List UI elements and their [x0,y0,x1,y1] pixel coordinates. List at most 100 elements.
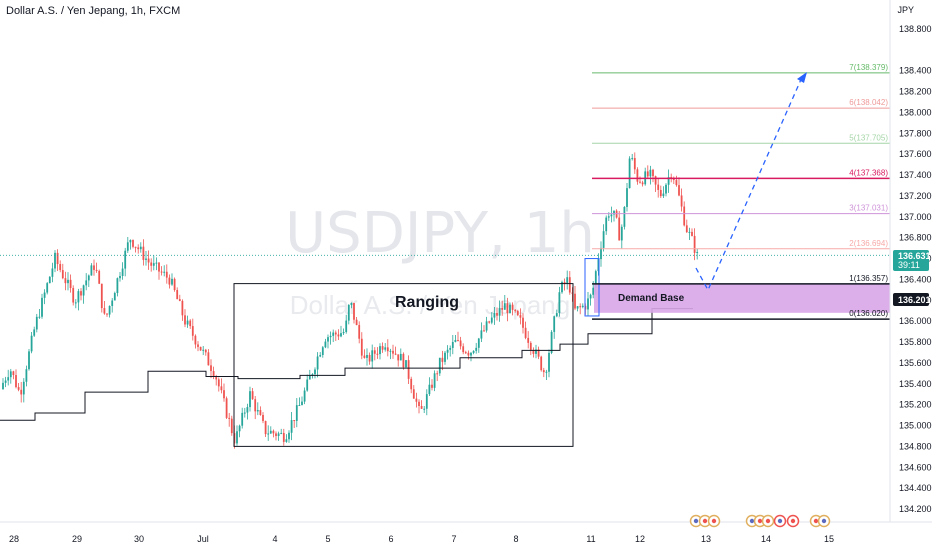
candle-body [379,346,381,355]
x-tick-label: 15 [824,534,834,544]
candle-body [285,439,288,442]
candle-body [256,410,259,412]
candle-body [574,293,576,309]
candle-body [280,432,283,434]
candle-body [405,360,407,368]
candle-body [587,298,589,310]
candle-body [181,300,184,316]
candle-body [496,312,498,316]
time-axis[interactable]: 28 29 30 Jul 4 5 6 7 8 11 12 13 14 15 [9,534,834,544]
candle-body [98,270,101,284]
fib-level-label: 6(138.042) [849,98,888,107]
candle-body [457,339,459,341]
candle-body [649,169,652,177]
candle-body [485,321,488,331]
candle-body [688,231,691,233]
price-axis[interactable]: 138.800 138.400 138.200 138.000 137.800 137.6… [899,24,932,514]
candle-body [462,346,465,353]
candle-body [340,333,342,337]
marker-price-value: 136.201 [898,295,931,305]
candle-body [394,353,397,355]
candle-body [82,285,85,296]
candle-body [680,195,683,207]
candle-body [35,316,38,330]
candle-body [514,309,517,311]
y-tick-label: 137.000 [899,212,932,222]
candle-body [17,387,20,390]
y-tick-label: 138.200 [899,87,932,97]
candle-body [111,300,114,306]
x-tick-label: 29 [72,534,82,544]
candle-body [605,217,608,232]
y-tick-label: 137.200 [899,191,932,201]
candle-body [363,355,366,358]
candle-body [277,433,280,437]
candle-body [223,390,225,399]
candle-body [418,401,420,406]
candle-body [100,283,103,309]
candle-body [129,239,132,243]
ranging-box[interactable] [233,283,574,447]
candle-body [438,357,441,374]
candle-body [532,349,535,354]
projection-arrowhead [797,72,807,83]
candle-body [652,169,654,177]
candle-body [329,335,332,338]
candle-body [342,332,345,334]
candle-body [548,352,550,372]
candle-body [563,281,566,284]
candle-body [210,365,212,372]
candle-body [566,277,569,284]
candle-body [33,329,36,336]
projection-path [695,74,804,292]
candle-body [142,246,145,260]
y-tick-label: 135.800 [899,337,932,347]
flag-icon [765,518,771,524]
candle-body [288,432,290,440]
candle-body [581,305,584,308]
candle-body [178,299,181,301]
candle-body [51,268,54,277]
candle-body [358,325,361,339]
last-price-countdown: 39:11 [898,260,920,270]
candle-body [238,425,241,432]
flag-icon [790,518,796,524]
candle-body [212,371,215,377]
candle-body [116,278,119,294]
x-tick-label: 30 [134,534,144,544]
demand-base-zone[interactable] [594,283,890,313]
candle-body [436,373,439,375]
flag-icon [749,518,755,524]
candle-body [275,433,277,437]
event-icons[interactable] [689,514,831,528]
candle-body [69,279,72,289]
candle-body [176,290,179,300]
candle-body [199,346,202,351]
candle-body [204,349,207,353]
candle-body [594,271,597,288]
candle-body [654,176,657,185]
candle-body [290,420,293,433]
candle-body [324,341,327,348]
y-tick-label: 137.400 [899,170,932,180]
candle-body [628,158,631,189]
candle-body [392,350,394,354]
candle-body [121,268,124,276]
candle-body [41,297,43,317]
candle-body [423,408,426,410]
candle-body [633,158,636,170]
candle-body [516,310,519,316]
candle-body [314,369,316,375]
candle-body [184,315,186,325]
candle-body [236,431,238,444]
candle-body [126,242,129,251]
candle-body [9,371,12,378]
candle-body [124,250,127,269]
candle-body [108,305,111,315]
candle-body [46,283,49,293]
candle-body [407,360,410,379]
candle-body [683,206,686,226]
candle-body [334,332,337,335]
fib-level-label: 5(137.705) [849,133,888,142]
